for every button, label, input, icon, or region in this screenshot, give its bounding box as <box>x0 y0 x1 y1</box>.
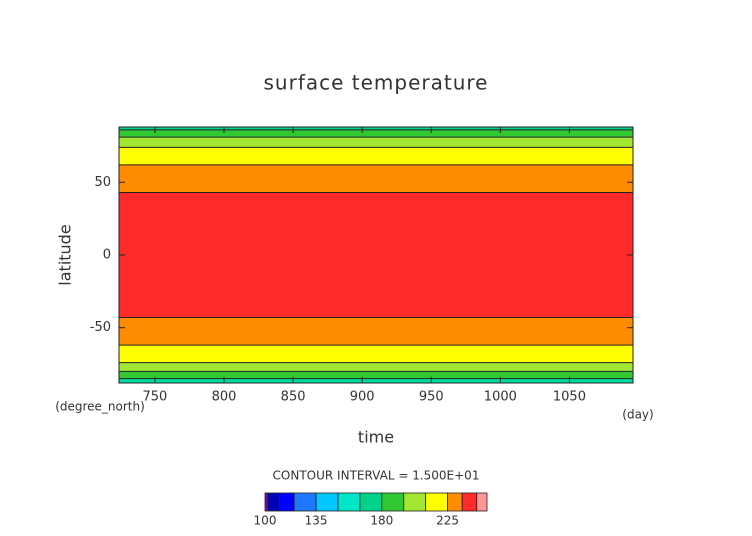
x-axis-label: time <box>358 428 394 447</box>
contour-band <box>119 317 633 346</box>
colorbar-tick-label: 225 <box>436 514 459 528</box>
colorbar-box <box>264 492 269 512</box>
colorbar-box <box>403 492 427 512</box>
x-tick-label: 750 <box>143 390 168 405</box>
y-tick-label: 0 <box>103 248 111 263</box>
chart-title: surface temperature <box>264 71 489 95</box>
x-tick-label: 850 <box>281 390 306 405</box>
contour-band <box>119 164 633 193</box>
colorbar-tick-label: 100 <box>254 514 277 528</box>
y-tick-label: 50 <box>94 175 111 190</box>
y-axis-label: latitude <box>56 224 75 285</box>
contour-band <box>119 345 633 363</box>
contour-band <box>119 129 633 138</box>
colorbar-box <box>359 492 383 512</box>
contour-band <box>119 137 633 148</box>
y-axis-unit: (degree_north) <box>55 400 145 414</box>
x-tick-label: 1000 <box>484 390 517 405</box>
colorbar-box <box>337 492 361 512</box>
colorbar-box <box>447 492 463 512</box>
contour-band <box>119 362 633 372</box>
contour-band <box>119 371 633 379</box>
contour-band <box>119 192 633 318</box>
contour-band <box>119 378 633 383</box>
colorbar-box <box>476 492 488 512</box>
contour-band <box>119 147 633 165</box>
x-tick-label: 950 <box>419 390 444 405</box>
colorbar-box <box>315 492 339 512</box>
colorbar-box <box>293 492 317 512</box>
colorbar-box <box>461 492 478 512</box>
x-tick-label: 900 <box>350 390 375 405</box>
colorbar-box <box>425 492 448 512</box>
colorbar-box <box>381 492 405 512</box>
x-tick-label: 800 <box>212 390 237 405</box>
contour-interval: CONTOUR INTERVAL = 1.500E+01 <box>273 469 480 483</box>
x-tick-label: 1050 <box>553 390 586 405</box>
y-tick-label: -50 <box>90 320 111 335</box>
contour-band <box>119 127 633 130</box>
colorbar-tick-label: 180 <box>370 514 393 528</box>
colorbar-box <box>279 492 295 512</box>
x-axis-unit: (day) <box>622 408 653 422</box>
colorbar-box <box>267 492 281 512</box>
colorbar-tick-label: 135 <box>305 514 328 528</box>
